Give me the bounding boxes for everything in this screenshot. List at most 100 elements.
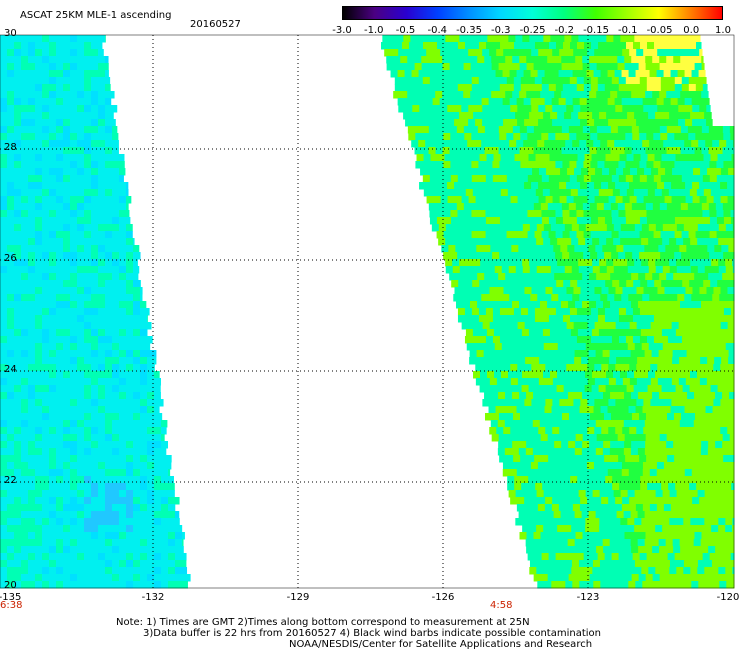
swath-cell [534, 413, 542, 421]
swath-cell [84, 91, 92, 99]
swath-cell [393, 63, 402, 71]
swath-cell [725, 490, 734, 498]
swath-cell [603, 574, 612, 582]
swath-cell [42, 315, 50, 323]
swath-cell [490, 420, 499, 428]
swath-cell [91, 308, 99, 316]
swath-cell [126, 511, 134, 519]
swath-cell [607, 140, 615, 148]
swath-cell [161, 581, 169, 589]
swath-cell [587, 399, 595, 407]
swath-cell [525, 168, 533, 176]
swath-cell [545, 287, 553, 295]
swath-cell [7, 133, 15, 141]
swath-cell [730, 161, 735, 169]
swath-cell [578, 343, 587, 351]
swath-cell [567, 448, 576, 456]
swath-cell [21, 546, 29, 554]
swath-cell [63, 63, 71, 71]
swath-cell [147, 476, 155, 484]
swath-cell [645, 273, 653, 281]
swath-cell [531, 378, 540, 386]
swath-cell [161, 490, 169, 498]
swath-cell [28, 49, 36, 57]
swath-cell [696, 154, 705, 162]
swath-cell [483, 168, 491, 176]
swath-cell [610, 63, 619, 71]
swath-cell [154, 483, 162, 491]
swath-cell [49, 539, 57, 547]
swath-cell [726, 469, 735, 477]
swath-cell [112, 105, 118, 113]
swath-cell [631, 147, 640, 155]
swath-cell [56, 469, 64, 477]
swath-cell [528, 154, 537, 162]
swath-cell [7, 546, 15, 554]
swath-cell [119, 336, 127, 344]
swath-cell [577, 476, 585, 484]
swath-cell [604, 231, 613, 239]
swath-cell [645, 434, 654, 442]
swath-cell [525, 357, 533, 365]
swath-cell [654, 329, 663, 337]
swath-cell [590, 210, 598, 218]
swath-cell [676, 567, 684, 575]
swath-cell [154, 490, 162, 498]
swath-cell [545, 196, 554, 204]
swath-cell [704, 490, 713, 498]
swath-cell [616, 245, 624, 253]
swath-cell [562, 231, 571, 239]
swath-cell [140, 427, 148, 435]
swath-cell [664, 322, 673, 330]
swath-cell [613, 560, 622, 568]
swath-cell [468, 119, 476, 127]
swath-cell [563, 483, 571, 491]
swath-cell [63, 294, 71, 302]
swath-cell [56, 532, 64, 540]
swath-cell [42, 413, 50, 421]
swath-cell [133, 287, 141, 295]
swath-cell [28, 56, 36, 64]
swath-cell [610, 546, 618, 554]
swath-cell [599, 490, 608, 498]
swath-cell [495, 70, 504, 78]
swath-cell [603, 546, 611, 554]
swath-cell [591, 476, 599, 484]
swath-cell [729, 301, 735, 309]
swath-cell [63, 287, 71, 295]
swath-cell [624, 392, 632, 400]
swath-cell [621, 406, 630, 414]
swath-cell [507, 329, 516, 337]
swath-cell [154, 413, 162, 421]
swath-cell [697, 518, 705, 526]
swath-cell [585, 112, 593, 120]
swath-cell [678, 497, 686, 505]
swath-cell [35, 259, 43, 267]
swath-cell [639, 84, 648, 92]
swath-cell [182, 581, 188, 589]
swath-cell [523, 504, 532, 512]
swath-cell [528, 385, 537, 393]
swath-cell [0, 133, 8, 141]
swath-cell [140, 329, 148, 337]
swath-cell [701, 392, 709, 400]
swath-cell [646, 413, 654, 421]
swath-cell [119, 490, 127, 498]
swath-cell [666, 63, 675, 71]
swath-cell [28, 126, 36, 134]
swath-cell [98, 336, 106, 344]
swath-cell [727, 427, 735, 435]
swath-cell [624, 273, 632, 281]
swath-cell [573, 378, 582, 386]
swath-cell [14, 392, 22, 400]
swath-cell [564, 560, 573, 568]
swath-cell [105, 273, 113, 281]
swath-cell [633, 476, 641, 484]
swath-cell [509, 469, 518, 477]
swath-cell [617, 63, 626, 71]
swath-cell [112, 154, 120, 162]
swath-cell [0, 560, 8, 568]
swath-cell [478, 175, 487, 183]
swath-cell [683, 490, 692, 498]
swath-cell [98, 266, 106, 274]
